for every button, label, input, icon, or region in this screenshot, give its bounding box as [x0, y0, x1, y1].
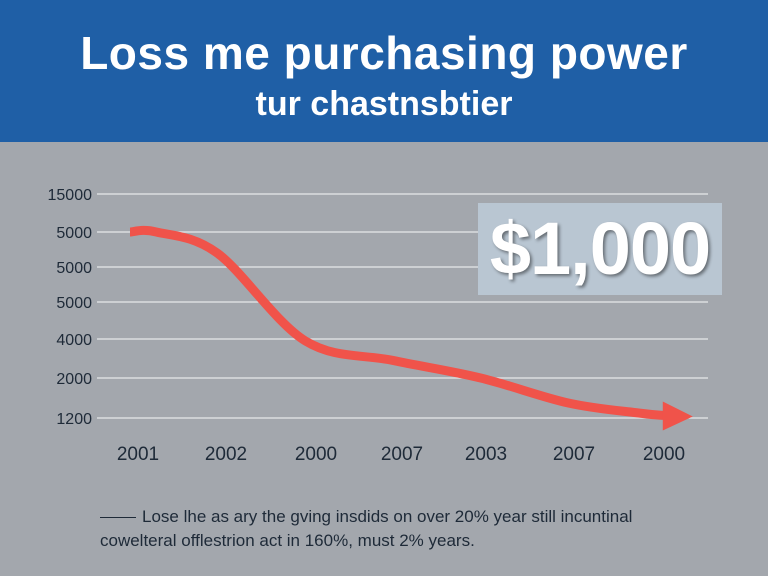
legend-line-1: Lose lhe as ary the gving insdids on ove…: [100, 505, 700, 529]
chart-subtitle: tur chastnsbtier: [255, 85, 513, 123]
x-tick-label: 2002: [205, 444, 247, 465]
x-tick-label: 2000: [643, 444, 685, 465]
x-tick-label: 2000: [295, 444, 337, 465]
y-tick-label: 2000: [56, 371, 92, 388]
x-tick-label: 2007: [553, 444, 595, 465]
x-tick-label: 2001: [117, 444, 159, 465]
legend-text-1: Lose lhe as ary the gving insdids on ove…: [142, 507, 633, 526]
y-tick-label: 15000: [48, 187, 93, 204]
x-tick-label: 2003: [465, 444, 507, 465]
chart-area: 15000 5000 5000 5000 4000 2000 1200 2001 2002 200…: [48, 187, 708, 465]
y-tick-label: 1200: [56, 411, 92, 428]
x-tick-label: 2007: [381, 444, 423, 465]
header-banner: Loss me purchasing power tur chastnsbtie…: [0, 0, 768, 142]
y-tick-label: 5000: [56, 225, 92, 242]
series-arrow-head: [662, 401, 693, 431]
price-badge: $1,000: [478, 203, 722, 295]
y-tick-label: 5000: [56, 260, 92, 277]
legend-line-swatch: [100, 517, 136, 519]
series-line: [129, 225, 666, 420]
legend-text-2: cowelteral offlestrion act in 160%, must…: [100, 531, 475, 550]
y-tick-label: 4000: [56, 332, 92, 349]
chart-title: Loss me purchasing power: [80, 27, 688, 79]
y-tick-label: 5000: [56, 295, 92, 312]
legend: Lose lhe as ary the gving insdids on ove…: [100, 505, 700, 553]
